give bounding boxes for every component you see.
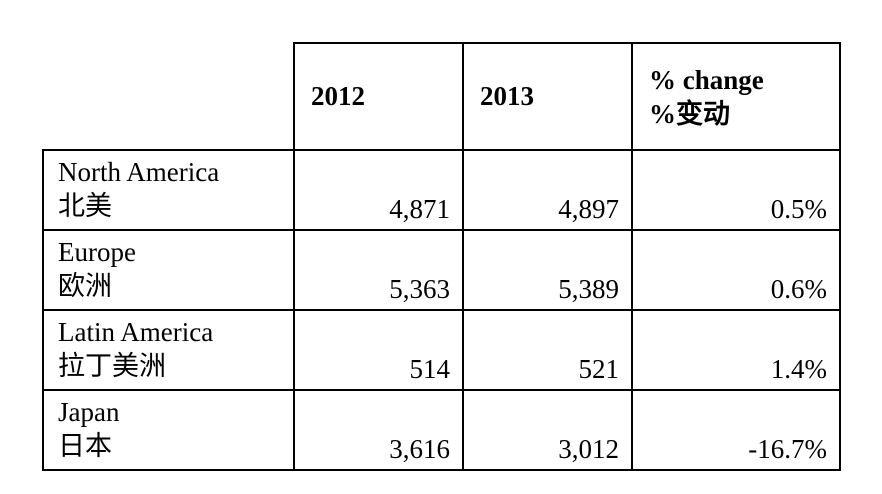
value-2013: 521	[462, 309, 633, 391]
region-name-chinese: 拉丁美洲	[58, 351, 166, 381]
region-name-english: Japan	[58, 397, 120, 427]
value-2012: 514	[293, 309, 464, 391]
region-name-english: Europe	[58, 237, 136, 267]
value-2013: 4,897	[462, 149, 633, 231]
table-row: Latin America 拉丁美洲 514 521 1.4%	[42, 309, 841, 391]
region-name-chinese: 北美	[58, 191, 112, 221]
header-change-english: % change	[649, 64, 764, 95]
value-2013: 5,389	[462, 229, 633, 311]
table-header-row: 2012 2013 % change %变动	[43, 42, 841, 151]
regional-comparison-table: 2012 2013 % change %变动 North America 北美 …	[42, 42, 841, 471]
empty-corner-cell	[43, 43, 295, 151]
value-percent-change: 0.6%	[631, 229, 841, 311]
region-cell: Japan 日本	[42, 389, 295, 471]
region-name-english: North America	[58, 157, 220, 187]
value-2012: 4,871	[293, 149, 464, 231]
value-2013: 3,012	[462, 389, 633, 471]
table-row: Japan 日本 3,616 3,012 -16.7%	[42, 389, 841, 471]
region-name-chinese: 欧洲	[58, 271, 112, 301]
header-percent-change: % change %变动	[631, 42, 841, 151]
region-cell: North America 北美	[42, 149, 295, 231]
region-cell: Latin America 拉丁美洲	[42, 309, 295, 391]
header-2012: 2012	[293, 42, 464, 151]
table-row: Europe 欧洲 5,363 5,389 0.6%	[42, 229, 841, 311]
value-2012: 5,363	[293, 229, 464, 311]
value-2012: 3,616	[293, 389, 464, 471]
header-2013: 2013	[462, 42, 633, 151]
value-percent-change: 0.5%	[631, 149, 841, 231]
value-percent-change: 1.4%	[631, 309, 841, 391]
region-name-chinese: 日本	[58, 431, 112, 461]
value-percent-change: -16.7%	[631, 389, 841, 471]
header-change-chinese: %变动	[649, 98, 730, 129]
region-name-english: Latin America	[58, 317, 214, 347]
table-row: North America 北美 4,871 4,897 0.5%	[42, 149, 841, 231]
region-cell: Europe 欧洲	[42, 229, 295, 311]
